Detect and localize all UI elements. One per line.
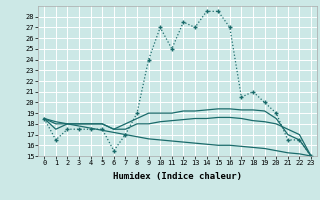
X-axis label: Humidex (Indice chaleur): Humidex (Indice chaleur) bbox=[113, 172, 242, 181]
